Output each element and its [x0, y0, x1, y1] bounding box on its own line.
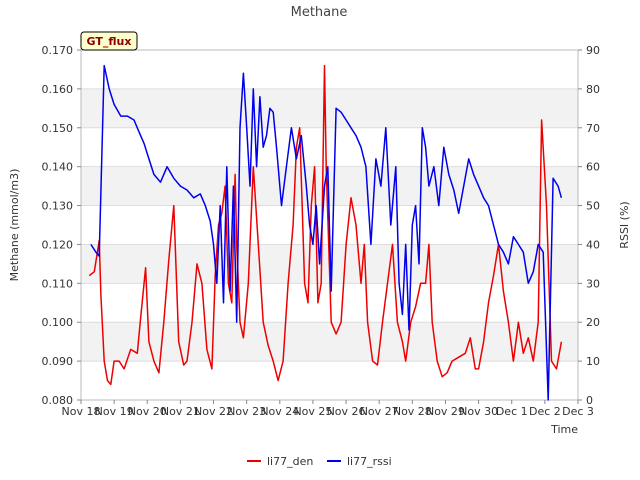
y2-tick-label: 30: [586, 277, 600, 290]
plot-band: [81, 322, 578, 362]
y2-tick-label: 20: [586, 316, 600, 329]
y-tick-label: 0.170: [42, 44, 74, 57]
y-axis-ticks: 0.080 0.090 0.100 0.110 0.120 0.130 0.140 0.150…: [42, 44, 81, 407]
y-tick-label: 0.150: [42, 122, 74, 135]
x-tick-label: Nov 24: [260, 405, 299, 418]
y2-axis-title: RSSI (%): [618, 201, 631, 248]
x-axis-title: Time: [550, 423, 578, 436]
y-tick-label: 0.090: [42, 355, 74, 368]
x-tick-label: Nov 27: [360, 405, 399, 418]
x-tick-label: Nov 26: [327, 405, 366, 418]
x-tick-label: Nov 20: [128, 405, 167, 418]
x-tick-label: Dec 1: [496, 405, 528, 418]
y2-tick-label: 0: [586, 394, 593, 407]
plot-frame: [80, 49, 579, 401]
x-tick-label: Nov 23: [227, 405, 266, 418]
legend-label: li77_den: [267, 455, 313, 468]
y2-tick-label: 60: [586, 161, 600, 174]
y-tick-label: 0.140: [42, 161, 74, 174]
y2-tick-label: 80: [586, 83, 600, 96]
y2-tick-label: 40: [586, 238, 600, 251]
y-tick-label: 0.080: [42, 394, 74, 407]
plot-band: [81, 166, 578, 206]
legend: li77_den li77_rssi: [247, 455, 392, 468]
y2-tick-label: 50: [586, 200, 600, 213]
series-line-li77_den: [88, 64, 563, 386]
x-tick-label: Dec 2: [529, 405, 561, 418]
x-tick-label: Nov 28: [393, 405, 432, 418]
y-tick-label: 0.130: [42, 200, 74, 213]
y2-tick-label: 90: [586, 44, 600, 57]
x-tick-label: Nov 30: [459, 405, 498, 418]
x-tick-label: Nov 22: [194, 405, 233, 418]
y2-axis-ticks: 0 10 20 30 40 50 60 70 80 90: [578, 44, 600, 407]
y-axis-title: Methane (mmol/m3): [8, 169, 21, 282]
chart-title: Methane: [291, 5, 348, 20]
y-tick-label: 0.110: [42, 277, 74, 290]
flux-badge-label: GT_flux: [87, 35, 132, 48]
y-tick-label: 0.100: [42, 316, 74, 329]
flux-badge-box: [80, 31, 138, 51]
x-tick-label: Nov 29: [426, 405, 465, 418]
legend-label: li77_rssi: [347, 455, 392, 468]
y-tick-label: 0.160: [42, 83, 74, 96]
x-tick-label: Nov 21: [161, 405, 200, 418]
x-tick-label: Nov 18: [62, 405, 101, 418]
y2-tick-label: 70: [586, 122, 600, 135]
series-layer: [88, 64, 563, 401]
y2-tick-label: 10: [586, 355, 600, 368]
series-line-li77_rssi: [90, 64, 563, 401]
y-tick-label: 0.120: [42, 238, 74, 251]
x-tick-label: Nov 19: [95, 405, 134, 418]
plot-band: [81, 88, 578, 128]
x-tick-label: Nov 25: [293, 405, 332, 418]
flux-badge: GT_flux: [80, 31, 138, 51]
x-tick-label: Dec 3: [562, 405, 594, 418]
